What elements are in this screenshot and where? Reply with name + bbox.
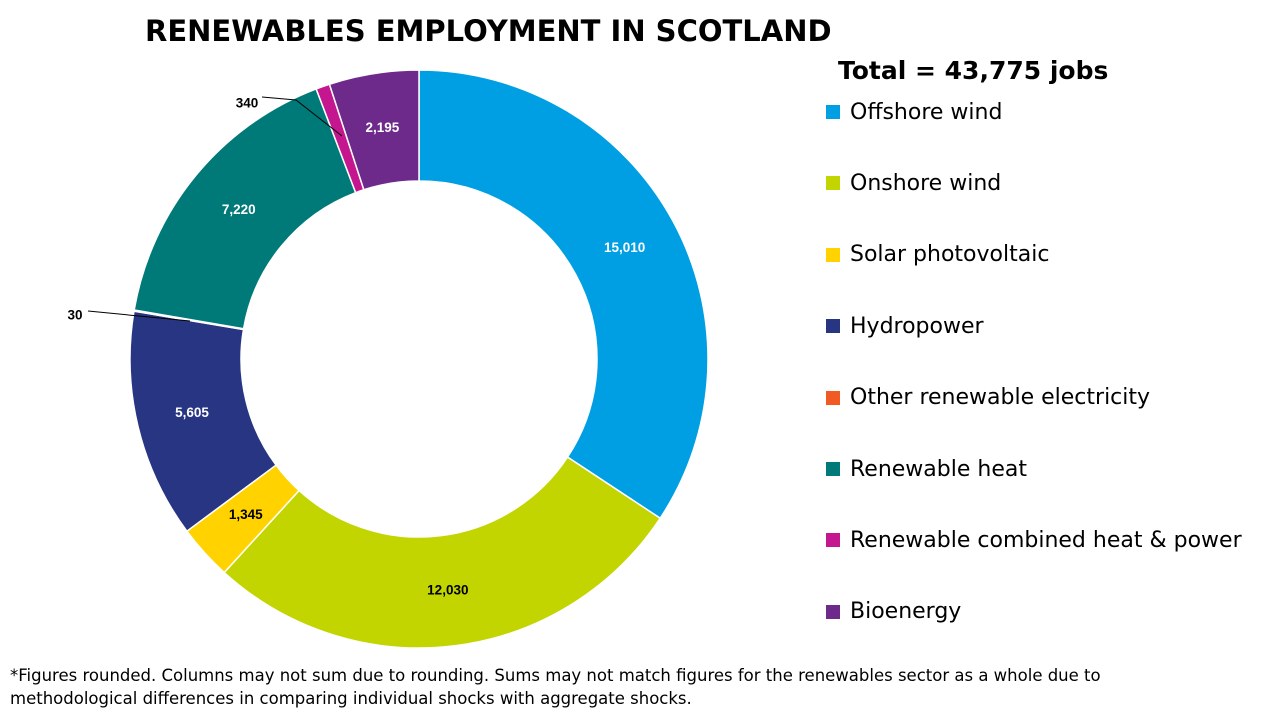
legend-item-onshore-wind: Onshore wind [826, 165, 1001, 201]
legend-item-renewable-combined-heat-and-power: Renewable combined heat & power [826, 522, 1242, 558]
data-label-renewable-heat: 7,220 [222, 202, 256, 217]
chart-subtitle: Total = 43,775 jobs [838, 56, 1109, 85]
legend-label: Offshore wind [850, 99, 1003, 125]
legend-label: Renewable combined heat & power [850, 527, 1242, 553]
slice-offshore-wind [418, 69, 709, 520]
legend-label: Bioenergy [850, 599, 962, 625]
legend-item-hydropower: Hydropower [826, 308, 984, 344]
legend-item-bioenergy: Bioenergy [826, 594, 961, 630]
slice-bioenergy [328, 69, 420, 191]
legend-item-other-renewable-electricity: Other renewable electricity [826, 380, 1150, 416]
legend-swatch [826, 390, 840, 405]
donut-chart: 15,010 12,030 1,345 5,605 30 7,220 340 2,195 [67, 69, 709, 649]
legend-label: Onshore wind [850, 170, 1002, 196]
data-label-onshore-wind: 12,030 [427, 582, 468, 597]
slice-onshore-wind [223, 456, 662, 649]
legend-swatch [826, 604, 840, 619]
legend-label: Renewable heat [850, 456, 1027, 482]
chart-title: RENEWABLES EMPLOYMENT IN SCOTLAND [145, 14, 832, 48]
legend-item-offshore-wind: Offshore wind [826, 94, 1002, 130]
data-label-bioenergy: 2,195 [365, 120, 399, 135]
legend-label: Other renewable electricity [850, 385, 1151, 411]
legend-item-solar-photovoltaic: Solar photovoltaic [826, 237, 1049, 273]
legend-label: Hydropower [850, 313, 984, 339]
data-label-offshore-wind: 15,010 [604, 240, 645, 255]
legend-swatch [826, 533, 840, 548]
legend-swatch [826, 319, 840, 334]
footnote: *Figures rounded. Columns may not sum du… [10, 666, 1101, 708]
data-label-other-renewable-electricity: 30 [67, 308, 82, 323]
legend-swatch [826, 176, 840, 191]
leader-line-renewable-combined-heat-and-power [261, 96, 343, 137]
data-label-renewable-combined-heat-and-power: 340 [236, 96, 259, 111]
data-label-hydropower: 5,605 [175, 405, 209, 420]
legend-label: Solar photovoltaic [850, 242, 1050, 268]
data-label-solar-photovoltaic: 1,345 [229, 507, 263, 522]
legend-swatch [826, 247, 840, 262]
legend-swatch [826, 462, 840, 476]
legend-item-renewable-heat: Renewable heat [826, 451, 1027, 487]
legend-swatch [826, 105, 840, 119]
leader-line-other-renewable-electricity [87, 310, 191, 322]
slice-renewable-heat [133, 87, 357, 330]
